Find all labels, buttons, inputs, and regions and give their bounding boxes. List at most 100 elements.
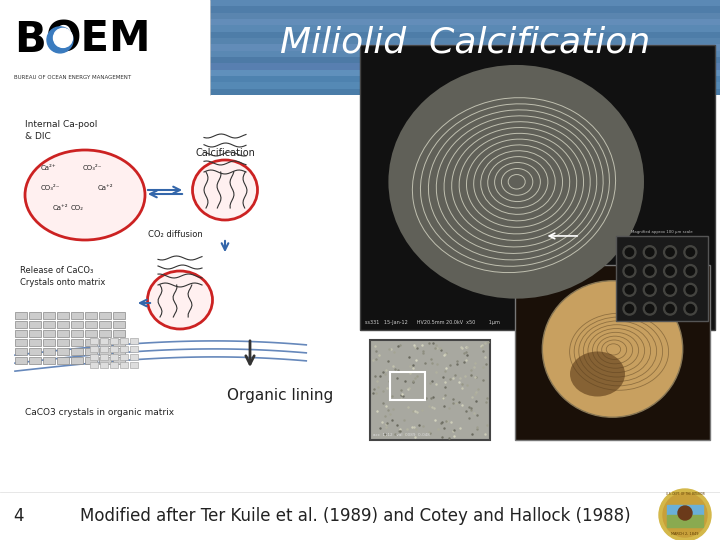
Ellipse shape	[148, 271, 212, 329]
Bar	[15, 312, 27, 319]
Bar	[71, 348, 83, 355]
Bar	[57, 330, 69, 337]
Bar	[210, 76, 720, 82]
Text: Release of CaCO₃: Release of CaCO₃	[20, 266, 94, 275]
Ellipse shape	[192, 160, 258, 220]
Text: Ca⁺²: Ca⁺²	[97, 185, 113, 191]
Text: U.S. DEPT. OF THE INTERIOR: U.S. DEPT. OF THE INTERIOR	[665, 492, 704, 496]
Bar	[85, 312, 97, 319]
Bar	[71, 321, 83, 328]
Circle shape	[666, 286, 674, 294]
Bar	[130, 338, 138, 344]
Bar	[210, 25, 720, 32]
Text: OEM: OEM	[46, 19, 151, 61]
Text: BUREAU OF OCEAN ENERGY MANAGEMENT: BUREAU OF OCEAN ENERGY MANAGEMENT	[14, 76, 131, 80]
Ellipse shape	[25, 150, 145, 240]
Bar	[210, 69, 720, 76]
Bar	[57, 321, 69, 328]
Circle shape	[646, 305, 654, 313]
Bar	[616, 236, 708, 321]
Circle shape	[686, 248, 695, 256]
Text: Calcification: Calcification	[195, 148, 255, 158]
Bar	[210, 12, 720, 19]
Bar	[515, 265, 710, 440]
Bar	[390, 372, 425, 400]
Bar	[43, 339, 55, 346]
Ellipse shape	[388, 65, 644, 299]
Bar	[370, 340, 490, 440]
Bar	[99, 339, 111, 346]
Circle shape	[646, 286, 654, 294]
Circle shape	[623, 246, 636, 259]
Text: Modified after Ter Kuile et al. (1989) and Cotey and Hallock (1988): Modified after Ter Kuile et al. (1989) a…	[80, 507, 630, 525]
Bar	[85, 321, 97, 328]
Bar	[71, 357, 83, 364]
Bar	[85, 348, 97, 355]
Text: CO₂ diffusion: CO₂ diffusion	[148, 230, 202, 239]
Bar	[29, 339, 41, 346]
Bar	[29, 321, 41, 328]
Bar	[90, 338, 98, 344]
Circle shape	[684, 284, 697, 296]
Bar	[85, 330, 97, 337]
Bar	[100, 338, 108, 344]
Bar	[210, 37, 720, 44]
Bar	[57, 357, 69, 364]
Bar	[120, 338, 128, 344]
Bar	[210, 0, 720, 6]
Bar	[99, 312, 111, 319]
Bar	[43, 312, 55, 319]
Bar	[210, 88, 720, 95]
Bar	[0, 95, 720, 492]
Bar	[113, 312, 125, 319]
Circle shape	[623, 265, 636, 278]
Circle shape	[664, 302, 677, 315]
Bar	[113, 348, 125, 355]
Bar	[15, 357, 27, 364]
Bar	[130, 362, 138, 368]
Circle shape	[664, 284, 677, 296]
Ellipse shape	[542, 281, 683, 417]
Circle shape	[663, 493, 707, 537]
Circle shape	[666, 248, 674, 256]
Text: Internal Ca-pool: Internal Ca-pool	[25, 120, 97, 129]
Bar	[57, 312, 69, 319]
Circle shape	[643, 265, 656, 278]
Bar	[90, 346, 98, 352]
Circle shape	[659, 489, 711, 540]
Text: acc  1112   val  0089  0-048: acc 1112 val 0089 0-048	[373, 433, 430, 437]
Bar	[0, 492, 720, 540]
Bar	[29, 348, 41, 355]
Circle shape	[664, 265, 677, 278]
Bar	[99, 357, 111, 364]
Circle shape	[686, 305, 695, 313]
Circle shape	[666, 267, 674, 275]
Bar	[667, 505, 703, 517]
Circle shape	[646, 248, 654, 256]
Bar	[113, 321, 125, 328]
Circle shape	[684, 265, 697, 278]
Bar	[113, 330, 125, 337]
Bar	[43, 330, 55, 337]
Circle shape	[47, 27, 73, 53]
Bar	[0, 0, 210, 95]
Text: Magnified approx 100 µm scale: Magnified approx 100 µm scale	[631, 230, 693, 234]
Bar	[110, 362, 118, 368]
Bar	[15, 330, 27, 337]
Text: & DIC: & DIC	[25, 132, 50, 141]
Text: CO₃²⁻: CO₃²⁻	[40, 185, 60, 191]
Bar	[43, 357, 55, 364]
Circle shape	[625, 286, 634, 294]
Bar	[110, 354, 118, 360]
Bar	[210, 31, 720, 38]
Circle shape	[684, 302, 697, 315]
Bar	[85, 339, 97, 346]
Text: Ca⁺²: Ca⁺²	[52, 205, 68, 211]
Bar	[210, 50, 720, 57]
Bar	[43, 348, 55, 355]
Circle shape	[625, 267, 634, 275]
Circle shape	[684, 246, 697, 259]
Bar	[99, 330, 111, 337]
Bar	[210, 18, 720, 25]
Bar	[29, 330, 41, 337]
